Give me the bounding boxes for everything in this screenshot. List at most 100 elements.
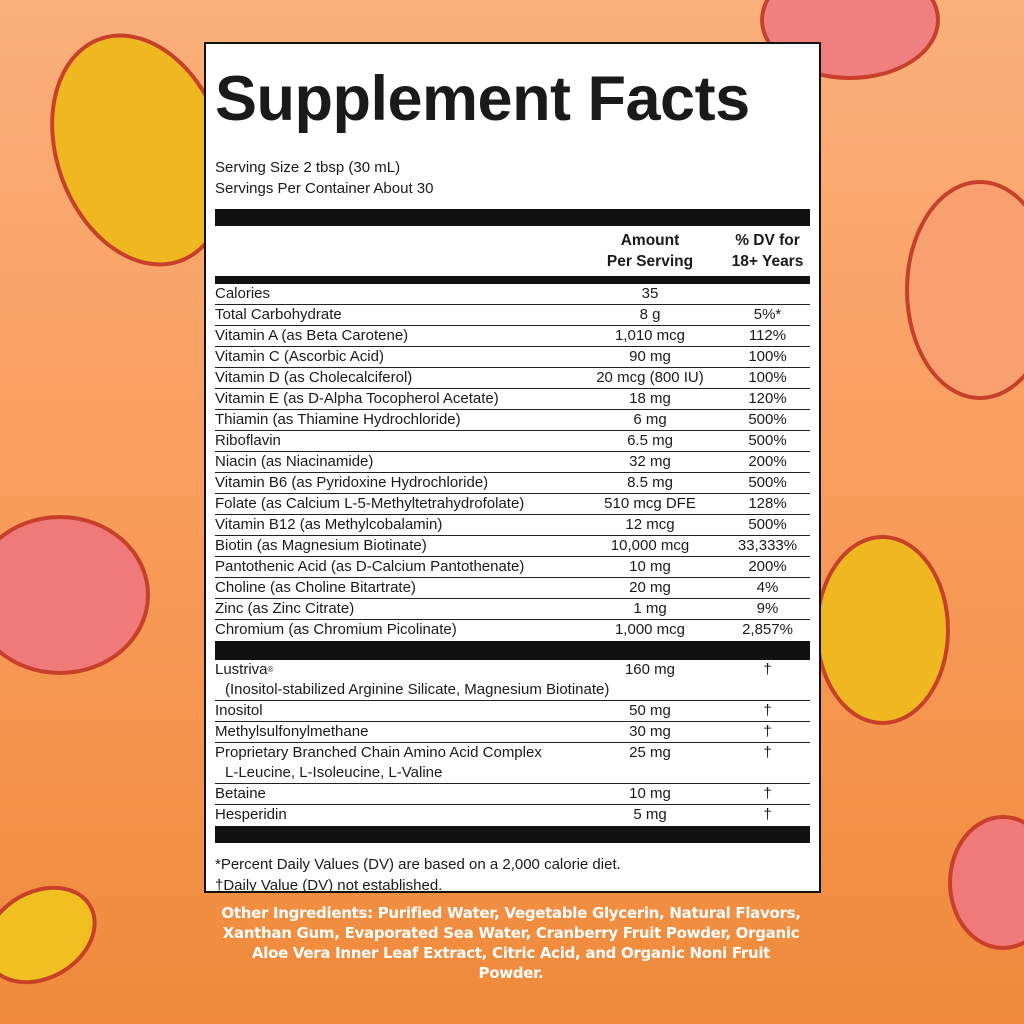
- serving-size: Serving Size 2 tbsp (30 mL): [215, 159, 401, 176]
- peach-illustration: [948, 815, 1024, 950]
- footnote-dv: *Percent Daily Values (DV) are based on …: [215, 855, 621, 873]
- table-row: Calories 35: [215, 284, 810, 305]
- amount-per-serving: 1,000 mcg: [614, 621, 686, 638]
- daily-value: 200%: [748, 558, 787, 575]
- nutrient-subtext: L-Leucine, L-Isoleucine, L-Valine: [225, 763, 443, 781]
- table-row: Biotin (as Magnesium Biotinate) 10,000 mc…: [215, 536, 810, 557]
- mango-slice-illustration: [0, 866, 115, 1004]
- amount-per-serving: 10 mg: [629, 784, 671, 802]
- amount-per-serving: 5 mg: [633, 805, 667, 823]
- amount-per-serving: 50 mg: [629, 701, 671, 719]
- amount-per-serving: 35: [641, 285, 659, 302]
- peach-illustration: [0, 515, 150, 675]
- table-row: Vitamin B12 (as Methylcobalamin) 12 mcg 50…: [215, 515, 810, 536]
- nutrient-name: Methylsulfonylmethane: [215, 722, 369, 740]
- table-row: Folate (as Calcium L-5-Methyltetrahydrof…: [215, 494, 810, 515]
- daily-value: 112%: [748, 327, 787, 344]
- table-row: Pantothenic Acid (as D-Calcium Pantothen…: [215, 557, 810, 578]
- daily-value: †: [763, 660, 772, 678]
- table-row: Vitamin B6 (as Pyridoxine Hydrochloride)…: [215, 473, 810, 494]
- nutrient-name: Vitamin A (as Beta Carotene): [215, 327, 409, 344]
- nutrient-name: Inositol: [215, 701, 263, 719]
- amount-per-serving: 1 mg: [633, 600, 667, 617]
- table-row: Vitamin E (as D-Alpha Tocopherol Acetate…: [215, 389, 810, 410]
- table-row: Proprietary Branched Chain Amino Acid Co…: [215, 743, 810, 784]
- table-row: Zinc (as Zinc Citrate) 1 mg 9%: [215, 599, 810, 620]
- table-row: Vitamin D (as Cholecalciferol) 20 mcg (80…: [215, 368, 810, 389]
- daily-value: 100%: [748, 369, 787, 386]
- table-row: Riboflavin 6.5 mg 500%: [215, 431, 810, 452]
- nutrient-name: Zinc (as Zinc Citrate): [215, 600, 355, 617]
- daily-value: 5%*: [753, 306, 782, 323]
- table-row: Vitamin C (Ascorbic Acid) 90 mg 100%: [215, 347, 810, 368]
- daily-value: †: [763, 701, 772, 719]
- table-row: Vitamin A (as Beta Carotene) 1,010 mcg 112…: [215, 326, 810, 347]
- nutrient-name: Vitamin B6 (as Pyridoxine Hydrochloride): [215, 474, 489, 491]
- divider-bar: [215, 209, 810, 226]
- daily-value: 500%: [748, 432, 787, 449]
- table-row: Betaine 10 mg †: [215, 784, 810, 805]
- nutrient-list: Calories 35 Total Carbohydrate 8 g 5%* Vitami…: [215, 284, 810, 641]
- amount-per-serving: 90 mg: [629, 348, 671, 365]
- panel-title: Supplement Facts: [215, 64, 750, 134]
- nutrient-name: Betaine: [215, 784, 266, 802]
- amount-per-serving: 8.5 mg: [627, 474, 673, 491]
- daily-value: 33,333%: [737, 537, 798, 554]
- table-row: Inositol 50 mg †: [215, 701, 810, 722]
- amount-per-serving: 10,000 mcg: [610, 537, 690, 554]
- nutrient-name: Thiamin (as Thiamine Hydrochloride): [215, 411, 461, 428]
- daily-value: †: [763, 784, 772, 802]
- daily-value: 200%: [748, 453, 787, 470]
- dv-header-2: 18+ Years: [731, 253, 804, 270]
- nutrient-name: Riboflavin: [215, 432, 281, 449]
- daily-value: 500%: [748, 516, 787, 533]
- table-row: Chromium (as Chromium Picolinate) 1,000 m…: [215, 620, 810, 641]
- daily-value: 500%: [748, 474, 787, 491]
- amount-per-serving: 12 mcg: [625, 516, 675, 533]
- column-headers: Amount Per Serving % DV for 18+ Years: [215, 226, 810, 276]
- nutrient-name: Pantothenic Acid (as D-Calcium Pantothen…: [215, 558, 525, 575]
- daily-value: 2,857%: [742, 621, 793, 638]
- amount-per-serving: 160 mg: [624, 660, 676, 678]
- amount-header-2: Per Serving: [606, 253, 694, 270]
- nutrient-name: Proprietary Branched Chain Amino Acid Co…: [215, 743, 542, 761]
- daily-value: 128%: [748, 495, 787, 512]
- amount-per-serving: 20 mg: [629, 579, 671, 596]
- amount-per-serving: 510 mcg DFE: [604, 495, 696, 512]
- table-row: Thiamin (as Thiamine Hydrochloride) 6 mg 5…: [215, 410, 810, 431]
- nutrient-name: Chromium (as Chromium Picolinate): [215, 621, 457, 638]
- table-row: Lustriva® 160 mg † (Inositol-stabilized Arg…: [215, 660, 810, 701]
- amount-per-serving: 20 mcg (800 IU): [596, 369, 704, 386]
- daily-value: †: [763, 743, 772, 761]
- supplement-facts-panel: Supplement Facts Serving Size 2 tbsp (30…: [204, 42, 821, 894]
- nutrient-name: Vitamin B12 (as Methylcobalamin): [215, 516, 443, 533]
- daily-value: 4%: [756, 579, 779, 596]
- nutrient-name: Total Carbohydrate: [215, 306, 342, 323]
- table-row: Hesperidin 5 mg †: [215, 805, 810, 826]
- dv-header: % DV for: [735, 232, 800, 249]
- daily-value: †: [763, 722, 772, 740]
- nutrient-name: Niacin (as Niacinamide): [215, 453, 374, 470]
- table-row: Methylsulfonylmethane 30 mg †: [215, 722, 810, 743]
- daily-value: 500%: [748, 411, 787, 428]
- daily-value: †: [763, 805, 772, 823]
- table-row: Total Carbohydrate 8 g 5%*: [215, 305, 810, 326]
- amount-per-serving: 6 mg: [633, 411, 667, 428]
- amount-per-serving: 6.5 mg: [627, 432, 673, 449]
- peach-half-illustration: [905, 180, 1024, 400]
- nutrient-name: Vitamin D (as Cholecalciferol): [215, 369, 413, 386]
- divider-bar: [215, 640, 810, 660]
- mango-illustration: [815, 535, 950, 725]
- nutrient-name: Vitamin C (Ascorbic Acid): [215, 348, 384, 365]
- table-row: Choline (as Choline Bitartrate) 20 mg 4%: [215, 578, 810, 599]
- other-ingredients: Other Ingredients: Purified Water, Veget…: [221, 904, 801, 982]
- amount-per-serving: 18 mg: [629, 390, 671, 407]
- amount-per-serving: 10 mg: [629, 558, 671, 575]
- amount-per-serving: 25 mg: [629, 743, 671, 761]
- nutrient-name: Vitamin E (as D-Alpha Tocopherol Acetate…: [215, 390, 499, 407]
- footnote-dagger: †Daily Value (DV) not established.: [215, 876, 443, 894]
- servings-per-container: Servings Per Container About 30: [215, 180, 434, 197]
- nutrient-name: Lustriva: [215, 660, 268, 678]
- nutrient-subtext: (Inositol-stabilized Arginine Silicate, …: [225, 680, 610, 698]
- nutrient-name: Biotin (as Magnesium Biotinate): [215, 537, 427, 554]
